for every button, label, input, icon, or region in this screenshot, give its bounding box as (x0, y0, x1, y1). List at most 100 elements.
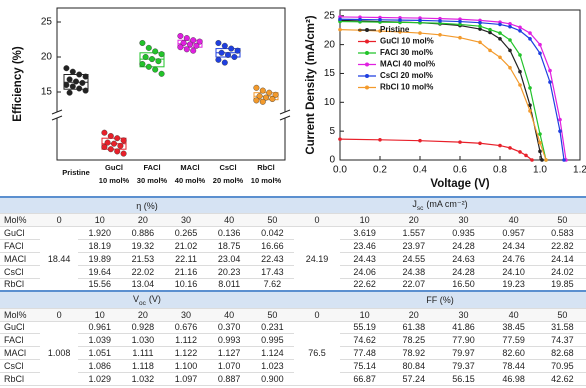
mol-header: 20 (389, 308, 439, 322)
mol-header: 30 (164, 308, 208, 322)
data-point (177, 44, 184, 51)
legend-label: Pristine (380, 25, 410, 34)
series-marker (538, 149, 542, 154)
x-tick-label: 0.6 (453, 165, 467, 176)
data-row: RbCl 15.56 13.04 10.16 8.011 7.62 22.62 22.07 16… (0, 278, 586, 292)
table-cell: 1.111 (121, 346, 165, 361)
legend-marker (365, 51, 369, 55)
data-point (110, 140, 117, 147)
table-cell: 24.28 (438, 265, 489, 279)
data-point (253, 84, 260, 91)
table-cell: 24.76 (488, 252, 539, 266)
data-point (69, 83, 76, 90)
series-marker (538, 51, 542, 56)
table-cell: 19.32 (121, 239, 165, 253)
axis-break-mark (51, 109, 63, 115)
data-row: MACl 1.051 1.111 1.122 1.127 1.124 77.48 78.92 7… (0, 346, 586, 361)
axis-break-mark (279, 115, 291, 121)
series-marker (438, 33, 442, 37)
table-cell: 22.62 (340, 278, 390, 292)
mol-header: 40 (207, 308, 251, 322)
mol-header: 0 (293, 308, 341, 322)
data-point (63, 65, 70, 72)
table: η (%) Jsc (mA cm⁻²) Mol% 0 10 20 30 40 50 0 10 20 30 4… (0, 196, 586, 387)
data-row: FACl 1.039 1.030 1.112 0.993 0.995 74.62 78.25 7… (0, 333, 586, 348)
series-marker (478, 24, 482, 28)
row-name: MACl (0, 346, 41, 361)
x-tick-sublabel: 40 mol% (175, 176, 206, 185)
mol-header: 0 (40, 213, 79, 228)
row-name: MACl (0, 252, 41, 266)
table-cell: 23.97 (389, 239, 439, 253)
table-cell: 23.04 (207, 252, 251, 266)
row-name: RbCl (0, 278, 41, 292)
table-cell: 0.928 (121, 321, 165, 335)
data-point (72, 78, 79, 85)
series-marker (398, 18, 402, 22)
data-point (228, 45, 235, 52)
x-tick-label: RbCl (257, 163, 275, 172)
data-point (196, 38, 203, 45)
table-cell: 18.19 (78, 239, 122, 253)
row-name: GuCl (0, 321, 41, 335)
series-marker (528, 86, 532, 90)
legend-marker (365, 85, 369, 90)
x-tick-sublabel: 10 mol% (99, 176, 130, 185)
mol-header: 20 (121, 308, 165, 322)
data-point (63, 81, 70, 88)
data-row: RbCl 1.029 1.032 1.097 0.887 0.900 66.87 57.24 5… (0, 372, 586, 387)
series-marker (498, 22, 502, 27)
table-cell: 15.56 (78, 278, 122, 292)
table-cell: 57.24 (389, 372, 439, 387)
axis-break-mark (279, 109, 291, 115)
series-marker (548, 80, 552, 84)
data-point (66, 76, 73, 83)
mol-header: 40 (207, 213, 251, 228)
series-marker (538, 132, 542, 136)
table-cell: 23.46 (340, 239, 390, 253)
table-cell: 1.086 (78, 359, 122, 373)
charts: 15 20 25 Efficiency (%) Pristine GuCl 10 mol% F… (12, 7, 586, 190)
data-row: GuCl 18.44 1.920 0.886 0.265 0.136 0.042 24.19 3… (0, 226, 586, 292)
mol-header: 50 (250, 308, 294, 322)
x-axis-title: Voltage (V) (430, 178, 489, 190)
y-tick-label: 20 (324, 39, 336, 50)
mol-header: 20 (121, 213, 165, 228)
series-marker (518, 150, 522, 154)
series-marker (478, 20, 482, 25)
y-axis-title: Efficiency (%) (12, 46, 24, 122)
table-cell: 1.051 (78, 346, 122, 361)
table-cell: 0.935 (438, 226, 489, 240)
column-header-row: Mol% 0 10 20 30 40 50 0 10 20 30 40 50 (0, 308, 586, 322)
table-cell: 17.43 (250, 265, 294, 279)
series-marker (508, 146, 512, 150)
table-cell: 31.58 (538, 321, 586, 335)
table-cell: 24.38 (389, 265, 439, 279)
series-marker (538, 140, 542, 145)
table-cell: 16.66 (250, 239, 294, 253)
x-tick-label: 0.0 (333, 165, 347, 176)
data-point (76, 85, 83, 92)
table-cell: 55.19 (340, 321, 390, 335)
data-point (142, 54, 149, 61)
data-point (215, 40, 222, 47)
table-cell: 0.961 (78, 321, 122, 335)
data-point (193, 42, 200, 49)
axis-break-gap (53, 112, 61, 118)
table-cell: 24.63 (438, 252, 489, 266)
table-cell: 77.90 (438, 333, 489, 348)
table-cell: 0.676 (164, 321, 208, 335)
series-marker (558, 117, 562, 122)
mol-header: 40 (488, 308, 539, 322)
series-marker (378, 29, 382, 33)
row-name: FACl (0, 333, 41, 348)
series-line (339, 18, 565, 161)
table-cell: 1.118 (121, 359, 165, 373)
data-point (101, 143, 108, 150)
mol-header: 10 (340, 213, 390, 228)
table-cell: 21.16 (164, 265, 208, 279)
data-point (215, 56, 222, 63)
y-tick-label: 20 (41, 52, 53, 63)
mol-header: 30 (164, 213, 208, 228)
x-tick-label: Pristine (62, 168, 90, 177)
